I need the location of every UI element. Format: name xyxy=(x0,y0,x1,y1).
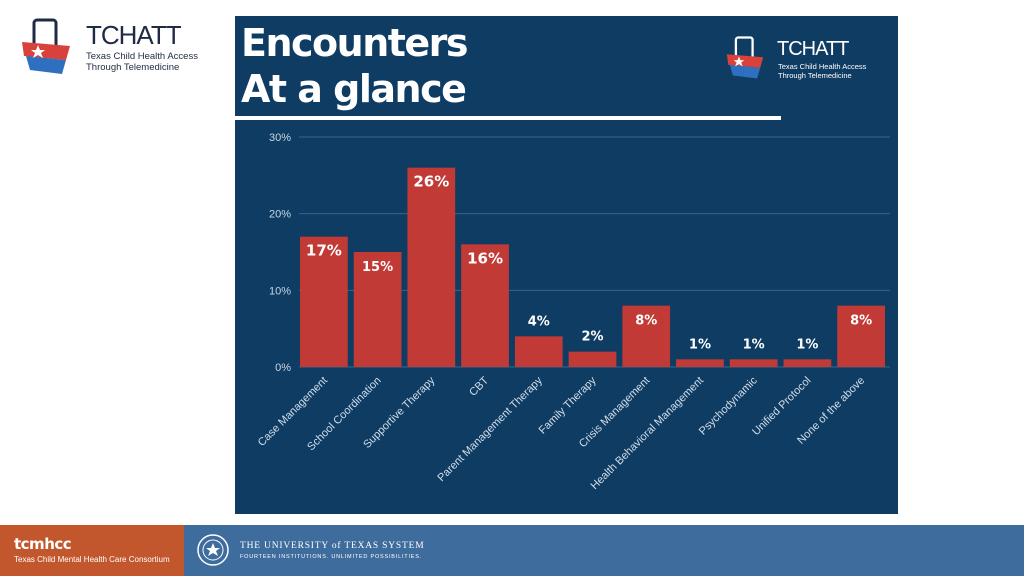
data-label: 8% xyxy=(850,314,872,329)
x-tick-label: CBT xyxy=(467,374,491,398)
chart-title: Encounters At a glance xyxy=(241,20,469,112)
bar xyxy=(461,244,509,367)
footer-brand-block: tcmhcc Texas Child Mental Health Care Co… xyxy=(0,525,184,576)
bar xyxy=(353,252,402,367)
bar xyxy=(783,359,832,367)
bar xyxy=(514,336,563,367)
ut-system-tagline: FOURTEEN INSTITUTIONS. UNLIMITED POSSIBI… xyxy=(240,554,423,560)
logo-name: TCHATT xyxy=(86,20,182,50)
data-label: 4% xyxy=(528,314,550,329)
x-tick-label: Parent Management Therapy xyxy=(435,374,545,484)
logo-subtitle-line-1: Texas Child Health Access xyxy=(86,51,198,62)
ut-seal-icon xyxy=(197,534,229,566)
logo-subtitle-line-2: Through Telemedicine xyxy=(86,62,180,73)
bar xyxy=(676,359,724,367)
bar xyxy=(568,351,617,367)
tchatt-logo-inner: TCHATT Texas Child Health Access Through… xyxy=(725,36,875,96)
ut-system-name: THE UNIVERSITY of TEXAS SYSTEM xyxy=(240,541,425,551)
chart-title-line-1: Encounters xyxy=(241,21,469,65)
tchatt-logo-inner-icon xyxy=(726,36,764,79)
inner-logo-subtitle-line-2: Through Telemedicine xyxy=(778,71,852,80)
footer-brand: tcmhcc xyxy=(14,535,72,553)
logo-subtitle: Texas Child Health Access Through Teleme… xyxy=(86,51,206,73)
title-underline xyxy=(235,116,781,120)
x-tick-label: Family Therapy xyxy=(537,374,599,436)
tchatt-logo: TCHATT Texas Child Health Access Through… xyxy=(20,18,200,78)
data-label: 17% xyxy=(306,242,342,260)
bar xyxy=(729,359,778,367)
data-label: 2% xyxy=(581,330,603,345)
bar xyxy=(300,236,348,367)
bar xyxy=(407,167,456,367)
y-tick-label: 10% xyxy=(269,285,291,297)
tchatt-logo-icon xyxy=(22,18,70,74)
chart-panel: Encounters At a glance TCHATT Texas Chil… xyxy=(235,16,898,514)
bar xyxy=(837,305,885,367)
inner-logo-subtitle-line-1: Texas Child Health Access xyxy=(778,62,867,71)
y-tick-label: 20% xyxy=(269,209,291,221)
data-label: 8% xyxy=(635,314,657,329)
x-tick-label: Health Behavioral Management xyxy=(589,375,706,492)
data-label: 1% xyxy=(743,337,765,352)
data-label: 1% xyxy=(689,337,711,352)
inner-logo-subtitle: Texas Child Health Access Through Teleme… xyxy=(778,62,888,80)
bar xyxy=(622,305,671,367)
inner-logo-name: TCHATT xyxy=(777,38,849,60)
data-label: 1% xyxy=(796,337,818,352)
chart-title-line-2: At a glance xyxy=(241,67,467,111)
data-label: 15% xyxy=(362,260,393,275)
y-tick-label: 30% xyxy=(269,132,291,144)
data-label: 26% xyxy=(413,173,449,191)
footer-brand-subtitle: Texas Child Mental Health Care Consortiu… xyxy=(14,555,170,564)
y-tick-label: 0% xyxy=(275,362,291,374)
data-label: 16% xyxy=(467,249,503,267)
footer-bar: tcmhcc Texas Child Mental Health Care Co… xyxy=(0,525,1024,576)
